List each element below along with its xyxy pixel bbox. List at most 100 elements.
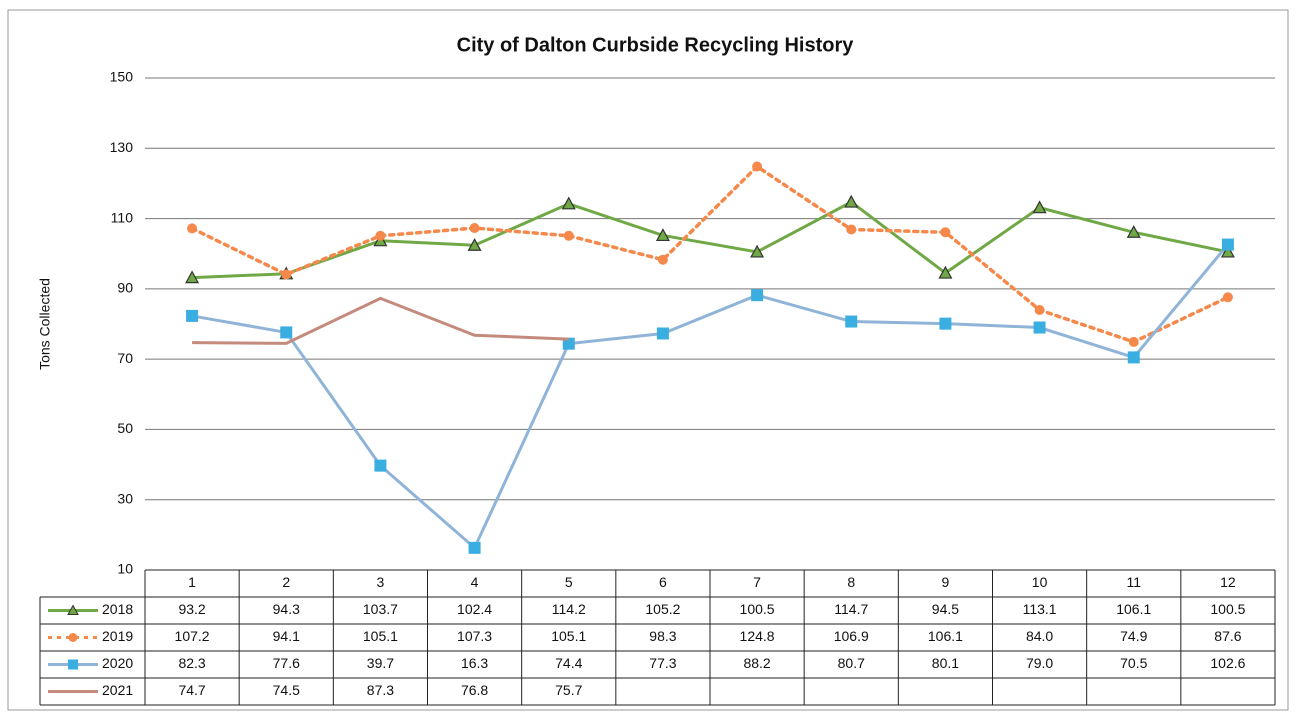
table-value: 94.3: [273, 601, 300, 617]
table-value: 39.7: [367, 655, 394, 671]
table-value: 84.0: [1026, 628, 1053, 644]
table-value: 124.8: [740, 628, 775, 644]
y-tick-label: 10: [117, 561, 133, 577]
marker: [940, 227, 951, 238]
marker: [750, 244, 765, 258]
table-value: 100.5: [1210, 601, 1245, 617]
y-axis-label: Tons Collected: [37, 278, 53, 370]
y-tick-label: 30: [117, 490, 133, 506]
table-value: 94.5: [932, 601, 959, 617]
x-tick-label: 3: [377, 574, 385, 590]
table-value: 74.5: [273, 682, 300, 698]
table-value: 87.6: [1214, 628, 1241, 644]
legend-label: 2020: [102, 655, 133, 671]
marker: [1126, 225, 1141, 238]
x-tick-label: 8: [847, 574, 855, 590]
legend-label: 2018: [102, 601, 133, 617]
table-value: 70.5: [1120, 655, 1147, 671]
x-tick-label: 12: [1220, 574, 1236, 590]
table-value: 105.1: [551, 628, 586, 644]
x-tick-label: 2: [282, 574, 290, 590]
x-tick-label: 5: [565, 574, 573, 590]
marker: [1128, 336, 1139, 347]
chart-border: [7, 9, 1289, 711]
marker: [752, 161, 763, 172]
table-value: 75.7: [555, 682, 582, 698]
marker: [656, 327, 669, 340]
table-value: 77.3: [649, 655, 676, 671]
y-tick-label: 130: [110, 139, 134, 155]
marker: [657, 254, 668, 265]
table-value: 113.1: [1023, 601, 1057, 617]
marker: [1032, 200, 1047, 214]
table-value: 114.7: [834, 601, 868, 617]
legend-marker: [67, 604, 79, 615]
x-tick-label: 4: [471, 574, 479, 590]
table-value: 74.7: [178, 682, 205, 698]
marker: [375, 230, 386, 241]
x-tick-label: 7: [753, 574, 761, 590]
marker: [1033, 321, 1046, 334]
table-value: 103.7: [363, 601, 398, 617]
marker: [281, 269, 292, 280]
marker: [280, 326, 293, 339]
table-value: 16.3: [461, 655, 488, 671]
table-value: 105.2: [645, 601, 680, 617]
table-value: 93.2: [178, 601, 205, 617]
table-value: 87.3: [367, 682, 394, 698]
legend-label: 2019: [102, 628, 133, 644]
table-value: 105.1: [363, 628, 398, 644]
table-value: 74.9: [1120, 628, 1147, 644]
y-tick-label: 110: [111, 209, 134, 225]
marker: [845, 315, 858, 328]
table-value: 102.4: [457, 601, 492, 617]
table-value: 106.9: [834, 628, 869, 644]
marker: [1034, 304, 1045, 315]
legend-label: 2021: [102, 682, 133, 698]
marker: [468, 541, 481, 554]
table-value: 77.6: [273, 655, 300, 671]
table-value: 74.4: [555, 655, 582, 671]
table-value: 80.1: [932, 655, 959, 671]
table-value: 80.7: [838, 655, 865, 671]
marker: [939, 317, 952, 330]
series-line: [190, 164, 1230, 344]
marker: [1127, 351, 1140, 364]
marker: [185, 270, 200, 284]
chart-title: City of Dalton Curbside Recycling Histor…: [457, 34, 855, 56]
x-tick-label: 6: [659, 574, 667, 590]
table-value: 79.0: [1026, 655, 1053, 671]
x-tick-label: 10: [1032, 574, 1048, 590]
table-value: 100.5: [740, 601, 775, 617]
legend-marker: [68, 633, 78, 642]
marker: [469, 223, 480, 234]
table-value: 107.3: [457, 628, 492, 644]
marker: [374, 459, 387, 472]
marker: [655, 228, 670, 242]
table-value: 102.6: [1210, 655, 1245, 671]
marker: [467, 238, 482, 251]
table-value: 106.1: [1116, 601, 1151, 617]
y-tick-label: 90: [117, 280, 133, 296]
table-value: 106.1: [928, 628, 963, 644]
marker: [187, 223, 198, 234]
series-line: [192, 296, 569, 345]
table-value: 76.8: [461, 682, 488, 698]
x-tick-label: 1: [188, 574, 196, 590]
table-value: 107.2: [175, 628, 210, 644]
y-tick-label: 150: [110, 69, 134, 85]
marker: [1220, 244, 1235, 258]
marker: [186, 309, 199, 322]
marker: [561, 196, 576, 210]
marker: [1221, 238, 1234, 251]
x-tick-label: 11: [1126, 574, 1141, 590]
legend-marker: [68, 659, 78, 670]
marker: [1222, 292, 1233, 303]
series-line: [191, 243, 1230, 551]
marker: [563, 230, 574, 241]
marker: [938, 265, 953, 279]
table-value: 82.3: [178, 655, 205, 671]
marker: [844, 194, 859, 208]
table-value: 114.2: [552, 601, 586, 617]
